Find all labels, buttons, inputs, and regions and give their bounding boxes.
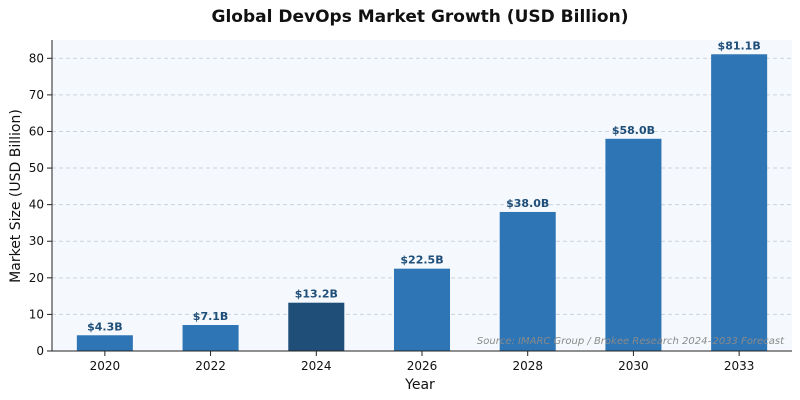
- y-tick-label: 0: [36, 344, 44, 358]
- y-axis-label: Market Size (USD Billion): [8, 109, 24, 283]
- data-label-2028: $38.0B: [506, 197, 549, 210]
- y-tick-label: 50: [29, 161, 44, 175]
- y-tick-label: 40: [29, 198, 44, 212]
- data-label-2033: $81.1B: [718, 39, 761, 52]
- x-tick-label: 2030: [618, 359, 649, 373]
- bar-2022: [182, 325, 239, 351]
- data-label-2026: $22.5B: [400, 254, 443, 267]
- y-tick-label: 30: [29, 234, 44, 248]
- bar-2020: [76, 335, 133, 351]
- x-tick-label: 2026: [407, 359, 438, 373]
- source-note: Source: IMARC Group / Brokee Research 20…: [477, 336, 785, 347]
- data-label-2024: $13.2B: [295, 288, 338, 301]
- bar-2026: [393, 268, 451, 351]
- y-tick-label: 10: [29, 307, 44, 321]
- x-tick-label: 2022: [195, 359, 226, 373]
- y-tick-label: 70: [29, 88, 44, 102]
- x-tick-label: 2028: [512, 359, 543, 373]
- x-axis-label: Year: [404, 377, 435, 393]
- bar-2030: [605, 138, 662, 351]
- bars: [76, 54, 768, 352]
- y-tick-label: 60: [29, 124, 44, 138]
- data-labels: $4.3B $7.1B $13.2B $22.5B $38.0B $58.0B $81.1B: [87, 39, 761, 333]
- x-tick-label: 2033: [724, 359, 755, 373]
- chart-title: Global DevOps Market Growth (USD Billion…: [212, 7, 629, 27]
- bar-2028: [499, 211, 556, 351]
- x-tick-label: 2024: [301, 359, 332, 373]
- y-tick-label: 20: [29, 271, 44, 285]
- bar-2024: [288, 302, 345, 351]
- bar-2033: [711, 54, 768, 352]
- data-label-2022: $7.1B: [193, 310, 229, 323]
- gridlines: [52, 57, 792, 315]
- data-label-2020: $4.3B: [87, 320, 123, 333]
- y-axis-ticks: 0 10 20 30 40 50 60 70 80: [29, 51, 52, 358]
- data-label-2030: $58.0B: [612, 124, 655, 137]
- y-tick-label: 80: [29, 51, 44, 65]
- x-axis-ticks: 2020 2022 2024 2026 2028 2030 2033: [90, 351, 755, 373]
- x-tick-label: 2020: [90, 359, 121, 373]
